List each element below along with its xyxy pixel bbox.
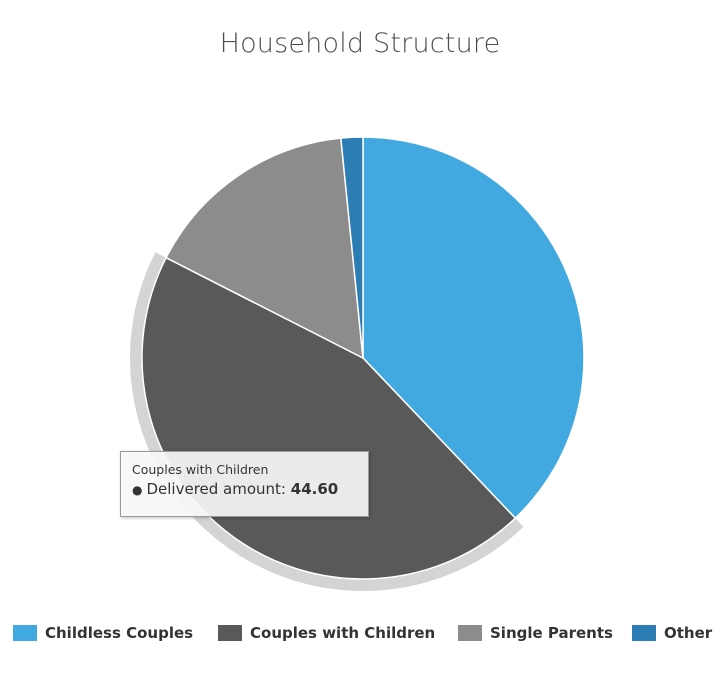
legend-swatch	[218, 625, 242, 641]
tooltip-title: Couples with Children	[132, 462, 269, 477]
tooltip-line: ● Delivered amount: 44.60	[132, 478, 358, 501]
legend-item-other[interactable]: Other	[632, 620, 712, 646]
pie-slice-single-parents[interactable]	[165, 137, 364, 359]
legend-label: Other	[664, 624, 713, 642]
tooltip-series-label: Delivered amount:	[146, 480, 286, 498]
legend-item-couples-with-children[interactable]: Couples with Children	[218, 620, 435, 646]
legend-item-single-parents[interactable]: Single Parents	[458, 620, 613, 646]
legend-label: Childless Couples	[45, 624, 194, 642]
legend-label: Couples with Children	[250, 624, 436, 642]
pie-slice-other[interactable]	[340, 136, 364, 359]
legend-swatch	[13, 625, 37, 641]
chart-title: Household Structure	[219, 28, 501, 59]
legend-swatch	[632, 625, 656, 641]
legend-swatch	[458, 625, 482, 641]
legend-label: Single Parents	[490, 624, 613, 642]
tooltip-value: 44.60	[290, 480, 339, 498]
tooltip: Couples with Children ● Delivered amount:…	[120, 451, 369, 517]
tooltip-bullet-icon: ●	[132, 483, 143, 497]
legend-item-childless-couples[interactable]: Childless Couples	[13, 620, 193, 646]
pie-slice-childless-couples[interactable]	[362, 136, 585, 519]
legend: Childless Couples Couples with Children …	[0, 620, 720, 646]
